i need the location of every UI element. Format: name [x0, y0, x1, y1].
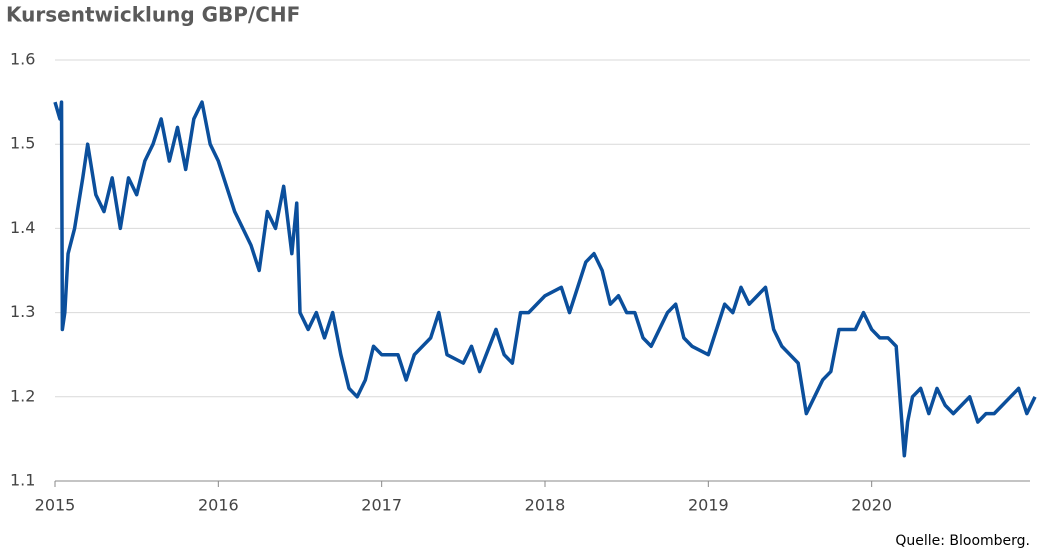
- y-tick-label: 1.2: [10, 386, 35, 405]
- y-tick-label: 1.4: [10, 218, 35, 237]
- x-tick-label: 2019: [688, 496, 729, 515]
- x-tick-label: 2018: [525, 496, 566, 515]
- x-tick-label: 2015: [35, 496, 76, 515]
- x-tick-label: 2020: [851, 496, 892, 515]
- y-tick-label: 1.3: [10, 302, 35, 321]
- y-tick-label: 1.5: [10, 134, 35, 153]
- y-tick-label: 1.6: [10, 50, 35, 69]
- y-tick-label: 1.1: [10, 471, 35, 490]
- source-note: Quelle: Bloomberg.: [895, 533, 1030, 549]
- series-line: [53, 100, 1037, 458]
- x-tick-label: 2016: [198, 496, 239, 515]
- x-tick-label: 2017: [361, 496, 402, 515]
- chart-title: Kursentwicklung GBP/CHF: [6, 3, 300, 27]
